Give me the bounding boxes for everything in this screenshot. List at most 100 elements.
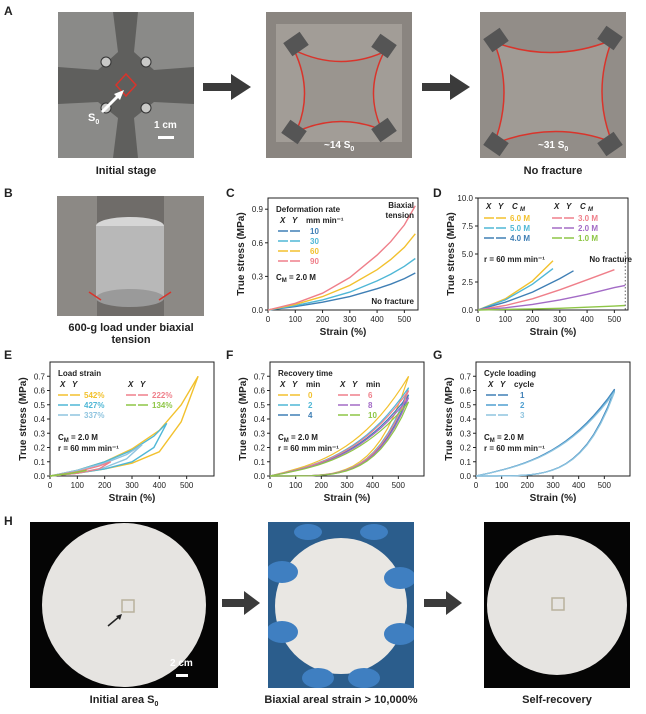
y-axis-label: True stress (MPa) xyxy=(238,377,249,460)
y-axis-label: True stress (MPa) xyxy=(446,212,457,295)
legend-label: 427% xyxy=(84,401,104,410)
legend-header: M xyxy=(520,207,526,213)
legend-label: 90 xyxy=(310,257,319,266)
legend-label: 0 xyxy=(308,391,313,400)
y-tick-label: 0.3 xyxy=(252,272,264,281)
photo-stretch-31: ~31 S0 xyxy=(480,12,626,158)
y-tick-label: 0.7 xyxy=(254,372,266,381)
x-tick-label: 400 xyxy=(370,315,384,324)
panel-letter-f: F xyxy=(226,348,234,362)
y-tick-label: 0.1 xyxy=(460,458,472,467)
caption-no-fracture: No fracture xyxy=(523,165,583,177)
x-tick-label: 300 xyxy=(343,315,357,324)
legend-label: 10 xyxy=(310,227,319,236)
legend-header: C xyxy=(512,202,518,211)
panel-letter-d: D xyxy=(433,186,442,200)
legend-header: X xyxy=(553,202,560,211)
y-tick-label: 0.1 xyxy=(254,458,266,467)
y-tick-label: 0.2 xyxy=(460,444,472,453)
series-line-10 xyxy=(267,272,416,311)
legend-label: 2 xyxy=(308,401,313,410)
x-tick-label: 500 xyxy=(398,315,412,324)
cm-label: CM = 2.0 M xyxy=(278,433,318,444)
x-tick-label: 400 xyxy=(366,481,380,490)
y-tick-label: 0.2 xyxy=(254,444,266,453)
y-tick-label: 0.4 xyxy=(34,415,46,424)
series-line-90 xyxy=(267,205,416,311)
caption-initial-stage: Initial stage xyxy=(95,165,157,177)
arrow-right-icon xyxy=(422,74,470,100)
rate-label: r = 60 mm min⁻¹ xyxy=(484,444,545,453)
series-line-30M xyxy=(477,269,615,311)
legend-label: 222% xyxy=(152,391,172,400)
x-tick-label: 400 xyxy=(153,481,167,490)
y-tick-label: 0.0 xyxy=(460,472,472,481)
legend-header: Y xyxy=(498,202,504,211)
legend-label: 8 xyxy=(368,401,373,410)
legend-header: X xyxy=(59,380,66,389)
x-tick-label: 300 xyxy=(340,481,354,490)
initial-stage-illustration xyxy=(58,12,194,158)
scale-bar-label: 1 cm xyxy=(154,120,177,131)
annotation-tension: tension xyxy=(386,211,415,220)
x-tick-label: 0 xyxy=(476,315,481,324)
series-line-40M xyxy=(477,270,574,311)
y-tick-label: 0.3 xyxy=(460,429,472,438)
x-tick-label: 200 xyxy=(521,481,535,490)
legend-title: Recovery time xyxy=(278,369,333,378)
x-tick-label: 0 xyxy=(266,315,271,324)
plot-frame xyxy=(267,197,419,311)
x-axis-label: Strain (%) xyxy=(530,493,577,504)
x-tick-label: 300 xyxy=(553,315,567,324)
chart-e: 0 100 200 300 400 500 0.0 0.1 0.2 0.3 0.4 0.5 0.6 0.7… xyxy=(18,361,215,504)
chart-g: 0 100 200 300 400 500 0.0 0.1 0.2 0.3 0.4 0.5 0.6 0.7… xyxy=(444,361,631,504)
y-axis-label: True stress (MPa) xyxy=(18,377,29,460)
x-axis-label: Strain (%) xyxy=(109,493,156,504)
legend-label: 3.0 M xyxy=(578,214,598,223)
y-tick-label: 0.5 xyxy=(34,401,46,410)
series-line-30 xyxy=(267,257,416,311)
x-axis-label: Strain (%) xyxy=(324,493,371,504)
y-tick-label: 0.0 xyxy=(252,306,264,315)
unloading-curve-0 xyxy=(270,376,410,477)
panel-letter-e: E xyxy=(4,348,13,362)
x-tick-label: 400 xyxy=(572,481,586,490)
strain-31-label: ~31 S0 xyxy=(538,140,569,153)
x-tick-label: 100 xyxy=(499,315,513,324)
legend-header-unit: mm min⁻¹ xyxy=(306,216,344,225)
caption-biaxial-strain: Biaxial areal strain > 10,000% xyxy=(264,694,418,706)
y-tick-label: 0.7 xyxy=(34,372,46,381)
y-tick-label: 5.0 xyxy=(462,250,474,259)
photo-stretch-14: ~14 S0 xyxy=(266,12,412,158)
panel-letter-g: G xyxy=(433,348,443,362)
legend-label: 3 xyxy=(520,411,525,420)
arrow-right-icon xyxy=(424,591,462,615)
legend-label: 60 xyxy=(310,247,319,256)
legend-header-y: Y xyxy=(292,216,298,225)
legend-label: 30 xyxy=(310,237,319,246)
arrow-right-icon xyxy=(222,591,260,615)
biaxial-stretch-illustration xyxy=(268,522,414,688)
y-tick-label: 0.3 xyxy=(254,429,266,438)
legend-label: 337% xyxy=(84,411,104,420)
caption-initial-area: Initial area S0 xyxy=(89,694,159,709)
arrow-right-icon xyxy=(203,74,251,100)
legend-label: 4 xyxy=(308,411,313,420)
legend-label: 2.0 M xyxy=(578,224,598,233)
chart-f: 0 100 200 300 400 5000.00.10.20.30.40.50.60.7… xyxy=(238,361,425,504)
loading-curve-337pct xyxy=(49,444,143,477)
x-tick-label: 500 xyxy=(598,481,612,490)
legend-title: Load strain xyxy=(58,369,101,378)
loading-curve-10 xyxy=(269,401,410,477)
x-tick-label: 100 xyxy=(289,481,303,490)
photo-load xyxy=(57,196,204,316)
loading-curve-2 xyxy=(269,387,410,477)
legend-header: Y xyxy=(566,202,572,211)
x-tick-label: 200 xyxy=(316,315,330,324)
y-tick-label: 0.0 xyxy=(254,472,266,481)
chart-c: 0 100 200 300 400 500 0.0 0.3 0.6 0.9 Strain (%) Tr… xyxy=(236,197,419,338)
y-axis-label: True stress (MPa) xyxy=(236,212,247,295)
x-tick-label: 100 xyxy=(495,481,509,490)
x-tick-label: 0 xyxy=(268,481,273,490)
x-axis-label: Strain (%) xyxy=(320,327,367,338)
